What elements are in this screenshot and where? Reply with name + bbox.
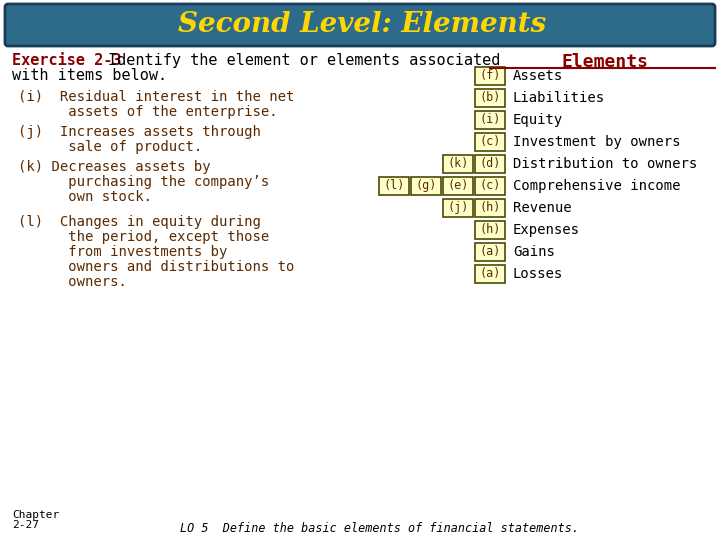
Text: (e): (e) [447, 179, 469, 192]
Text: (a): (a) [480, 246, 500, 259]
Bar [475, 89, 505, 107]
Text: (d): (d) [480, 158, 500, 171]
Text: (g): (g) [415, 179, 437, 192]
Text: Identify the element or elements associated: Identify the element or elements associa… [108, 53, 500, 68]
Text: Liabilities: Liabilities [513, 91, 605, 105]
Text: Expenses: Expenses [513, 223, 580, 237]
Text: (c): (c) [480, 136, 500, 148]
Text: the period, except those: the period, except those [18, 230, 269, 244]
Text: (j): (j) [447, 201, 469, 214]
Bar [475, 221, 505, 239]
Text: own stock.: own stock. [18, 190, 152, 204]
Text: owners.: owners. [18, 275, 127, 289]
Text: Investment by owners: Investment by owners [513, 135, 680, 149]
Text: Exercise 2-3: Exercise 2-3 [12, 53, 122, 68]
Bar [411, 177, 441, 195]
Text: Equity: Equity [513, 113, 563, 127]
Bar [475, 133, 505, 151]
Text: (h): (h) [480, 201, 500, 214]
Text: Gains: Gains [513, 245, 555, 259]
Text: Comprehensive income: Comprehensive income [513, 179, 680, 193]
Bar [475, 177, 505, 195]
Text: owners and distributions to: owners and distributions to [18, 260, 294, 274]
Text: (c): (c) [480, 179, 500, 192]
Text: sale of product.: sale of product. [18, 140, 202, 154]
Text: (i): (i) [480, 113, 500, 126]
Text: Second Level: Elements: Second Level: Elements [178, 11, 546, 38]
Text: with items below.: with items below. [12, 68, 167, 83]
Text: from investments by: from investments by [18, 245, 228, 259]
Bar [443, 177, 473, 195]
Text: (i)  Residual interest in the net: (i) Residual interest in the net [18, 90, 294, 104]
Text: (h): (h) [480, 224, 500, 237]
Text: (l): (l) [383, 179, 405, 192]
Text: (k) Decreases assets by: (k) Decreases assets by [18, 160, 211, 174]
Text: 2-27: 2-27 [12, 520, 39, 530]
Bar [475, 111, 505, 129]
Bar [475, 199, 505, 217]
Bar [443, 199, 473, 217]
Bar [443, 155, 473, 173]
Text: LO 5  Define the basic elements of financial statements.: LO 5 Define the basic elements of financ… [181, 522, 580, 535]
Text: (l)  Changes in equity during: (l) Changes in equity during [18, 215, 261, 229]
Bar [475, 155, 505, 173]
Text: Distribution to owners: Distribution to owners [513, 157, 697, 171]
Text: Elements: Elements [562, 53, 649, 71]
FancyBboxPatch shape [5, 4, 715, 46]
Text: Chapter: Chapter [12, 510, 59, 520]
Bar [475, 265, 505, 283]
Text: purchasing the company’s: purchasing the company’s [18, 175, 269, 189]
Bar [475, 67, 505, 85]
Text: (a): (a) [480, 267, 500, 280]
Text: assets of the enterprise.: assets of the enterprise. [18, 105, 278, 119]
Bar [379, 177, 409, 195]
Text: (f): (f) [480, 70, 500, 83]
Text: (j)  Increases assets through: (j) Increases assets through [18, 125, 261, 139]
Text: (k): (k) [447, 158, 469, 171]
Text: Revenue: Revenue [513, 201, 572, 215]
Text: (b): (b) [480, 91, 500, 105]
Bar [475, 243, 505, 261]
Text: Losses: Losses [513, 267, 563, 281]
Text: Assets: Assets [513, 69, 563, 83]
